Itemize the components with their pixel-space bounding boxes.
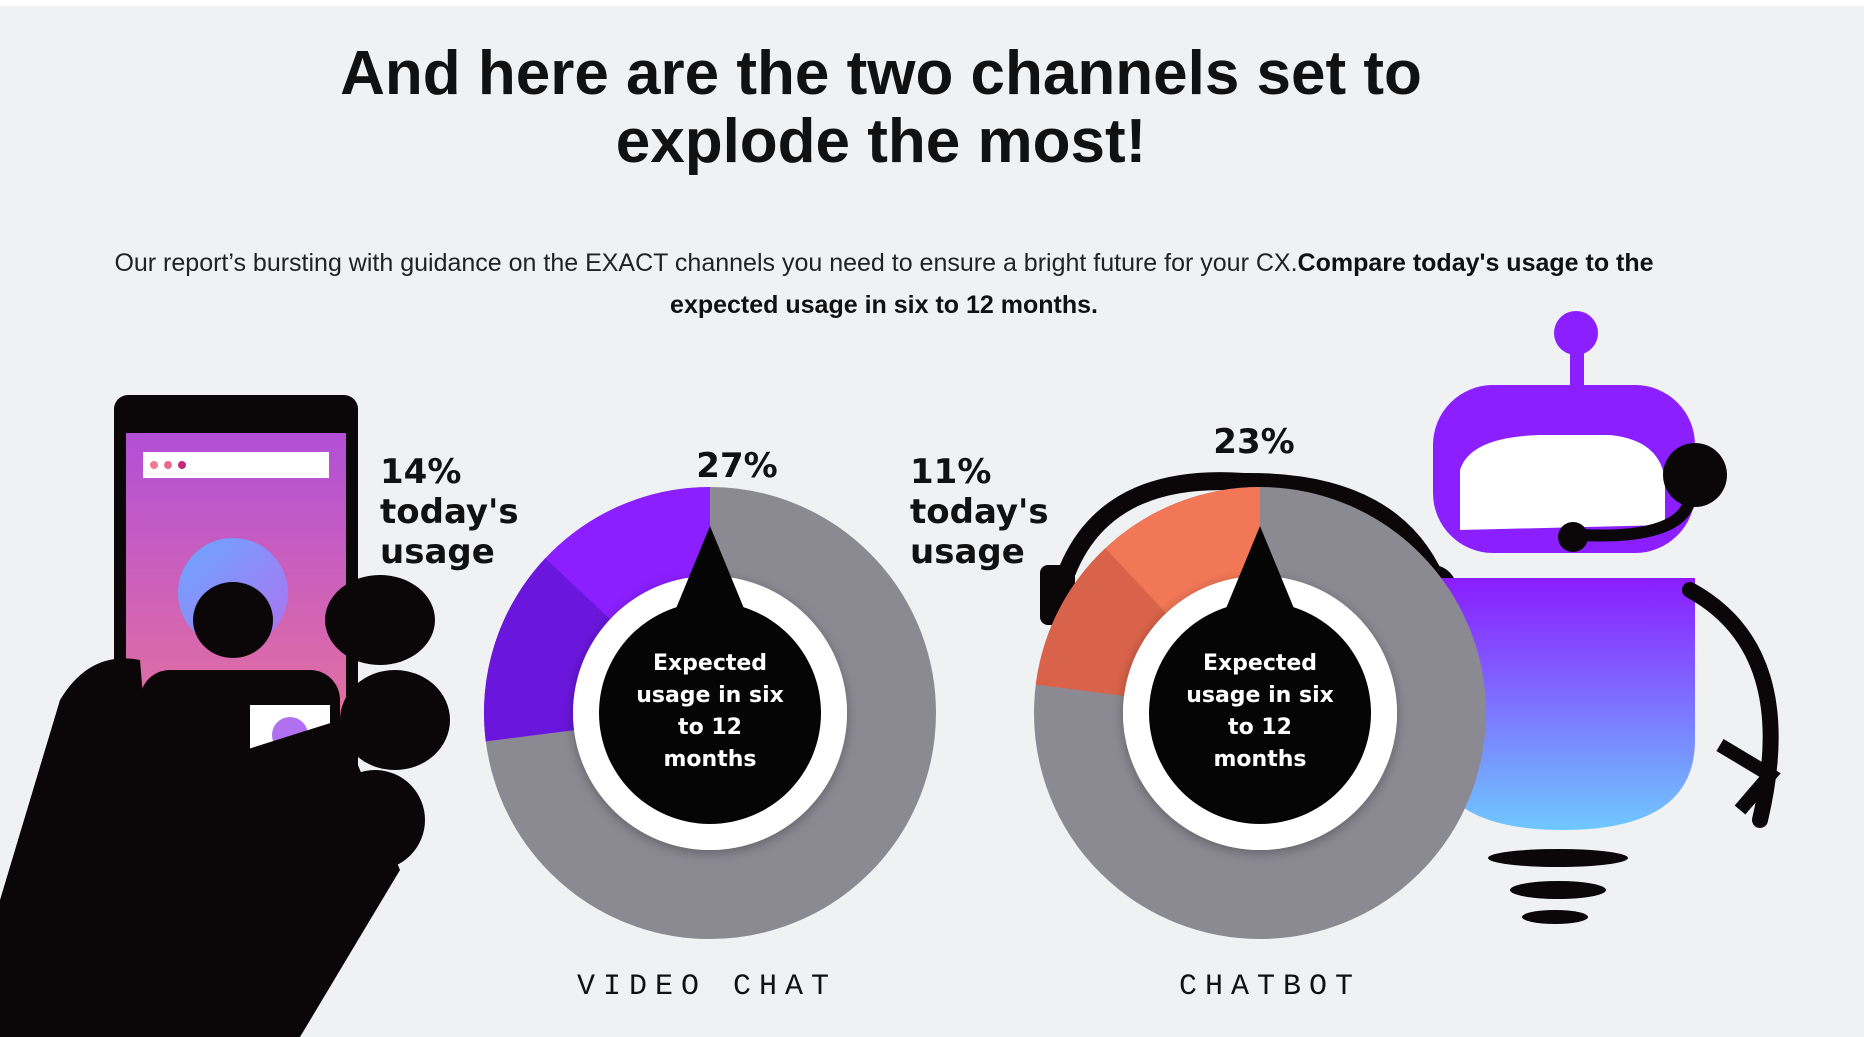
subtitle: Our report’s bursting with guidance on t…: [114, 242, 1654, 326]
center-label: Expected usage in six to 12 months: [1186, 651, 1334, 772]
pointer: [1220, 526, 1300, 623]
phone-illustration: [0, 395, 450, 1037]
today-label: 14% today's usage: [380, 452, 519, 572]
subtitle-emphasis: Compare today's usage to the expected us…: [670, 249, 1654, 319]
subtitle-text: Our report’s bursting with guidance on t…: [114, 249, 1298, 277]
today-label: 11% today's usage: [910, 452, 1049, 572]
center-disc: [1149, 602, 1371, 824]
channel-label: VIDEO CHAT: [576, 970, 838, 1004]
center-label: Expected usage in six to 12 months: [636, 651, 784, 772]
today-arc: [1035, 548, 1167, 696]
charts: [483, 487, 1486, 939]
channel-label: CHATBOT: [1178, 970, 1362, 1004]
robot-illustration: [1040, 311, 1781, 924]
title: And here are the two channels set to exp…: [340, 39, 1422, 176]
expected-label: 27%: [696, 446, 778, 486]
pointer: [670, 526, 750, 623]
expected-label: 23%: [1213, 422, 1295, 462]
today-arc: [484, 558, 611, 742]
top-band: [0, 0, 1864, 6]
center-disc: [599, 602, 821, 824]
